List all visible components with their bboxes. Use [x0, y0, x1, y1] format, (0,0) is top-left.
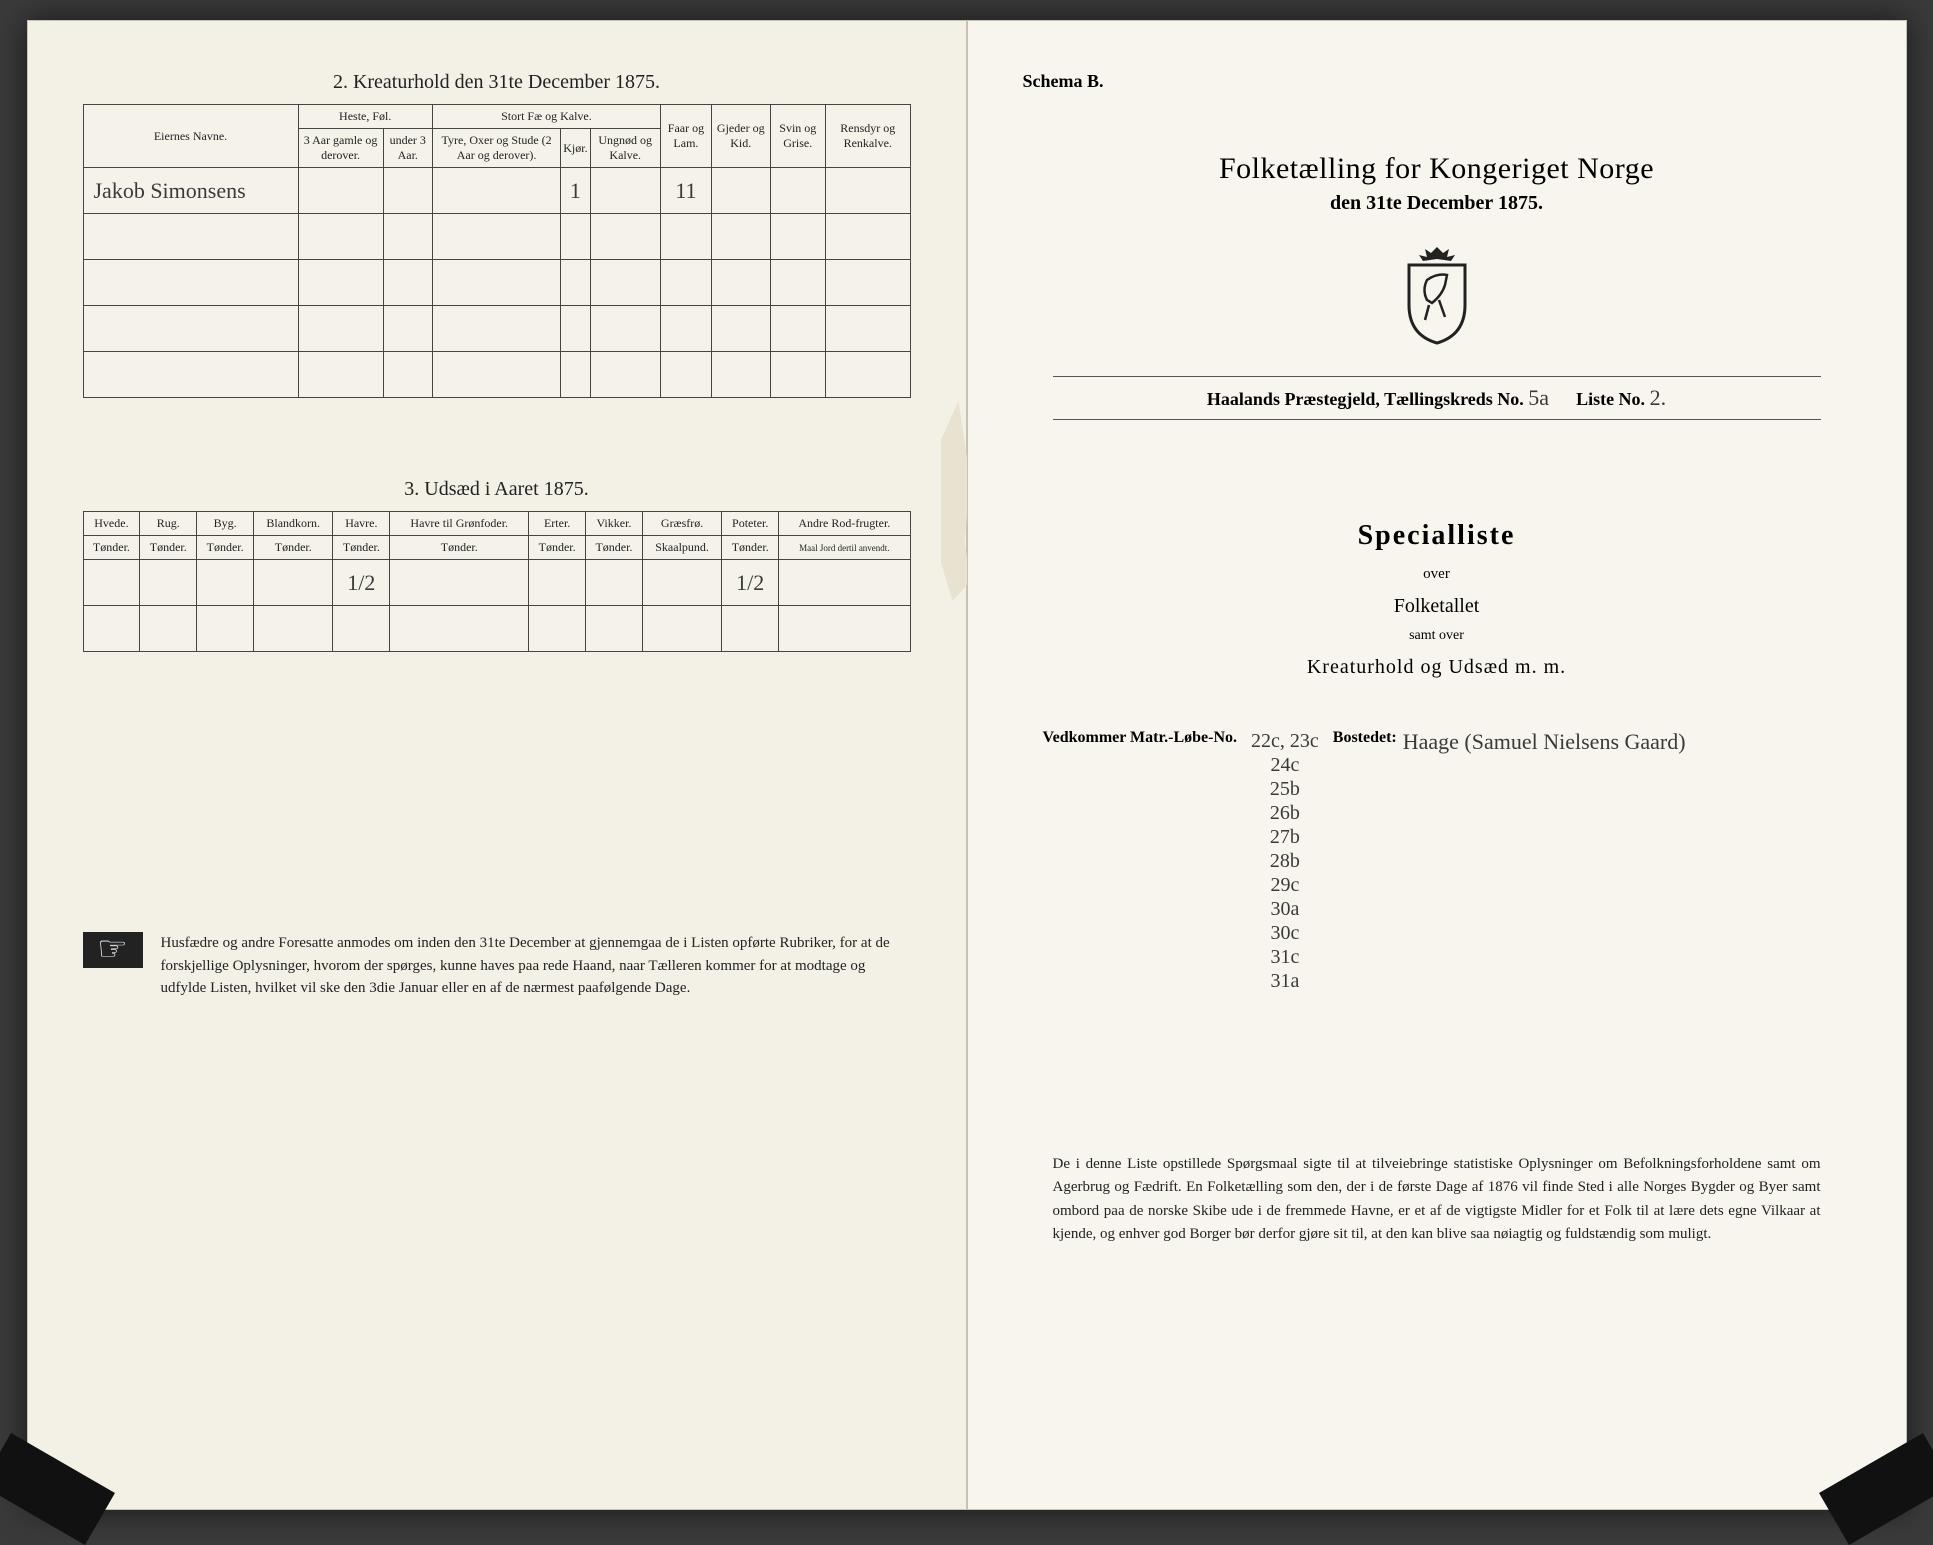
col-rug: Rug. [140, 512, 197, 536]
cell-havre: 1/2 [333, 560, 390, 606]
unit: Tønder. [722, 536, 779, 560]
coat-of-arms-icon [1023, 245, 1851, 350]
vedkommer-row: Vedkommer Matr.-Løbe-No. 22c, 23c 24c 25… [1043, 729, 1831, 993]
unit: Tønder. [333, 536, 390, 560]
table-row: 1/2 1/2 [83, 560, 910, 606]
matr-item: 24c [1251, 753, 1319, 777]
book-spread: 2. Kreaturhold den 31te December 1875. E… [27, 20, 1907, 1510]
matr-item: 25b [1251, 777, 1319, 801]
col-erter: Erter. [529, 512, 586, 536]
liste-no: 2. [1650, 385, 1667, 410]
col-storfe-2: Kjør. [561, 129, 590, 168]
unit-andre: Maal Jord dertil anvendt. [779, 536, 910, 560]
col-rens: Rensdyr og Renkalve. [826, 105, 911, 168]
vedkommer-label: Vedkommer Matr.-Løbe-No. [1043, 729, 1238, 747]
parish-label: Haalands Præstegjeld, Tællingskreds No. [1207, 389, 1524, 409]
archive-clip [0, 1433, 114, 1545]
col-hvede: Hvede. [83, 512, 140, 536]
bosted-value: Haage (Samuel Nielsens Gaard) [1403, 729, 1831, 755]
over-label: over [1023, 566, 1851, 583]
matr-numbers: 22c, 23c 24c 25b 26b 27b 28b 29c 30a 30c… [1251, 729, 1319, 993]
cell-poteter: 1/2 [722, 560, 779, 606]
col-byg: Byg. [197, 512, 254, 536]
right-page: Schema B. Folketælling for Kongeriget No… [967, 20, 1907, 1510]
matr-item: 31a [1251, 969, 1319, 993]
samt-label: samt over [1023, 628, 1851, 644]
col-owner: Eiernes Navne. [83, 105, 298, 168]
unit: Tønder. [390, 536, 529, 560]
udsaed-table: Hvede. Rug. Byg. Blandkorn. Havre. Havre… [83, 511, 911, 652]
census-date: den 31te December 1875. [1023, 192, 1851, 215]
group-heste: Heste, Føl. [298, 105, 432, 129]
pointing-hand-icon: ☞ [83, 932, 143, 968]
col-vikker: Vikker. [586, 512, 643, 536]
section2-title: 2. Kreaturhold den 31te December 1875. [83, 71, 911, 94]
liste-label: Liste No. [1576, 389, 1645, 409]
instruction-block: ☞ Husfædre og andre Foresatte anmodes om… [83, 932, 911, 1000]
kreatur-label: Kreaturhold og Udsæd m. m. [1023, 656, 1851, 679]
cell-faar: 11 [660, 168, 711, 214]
matr-item: 28b [1251, 849, 1319, 873]
kreaturhold-table: Eiernes Navne. Heste, Føl. Stort Fæ og K… [83, 104, 911, 398]
section3-title: 3. Udsæd i Aaret 1875. [83, 478, 911, 501]
group-storfe: Stort Fæ og Kalve. [432, 105, 660, 129]
col-storfe-3: Ungnød og Kalve. [590, 129, 660, 168]
unit-skaal: Skaalpund. [642, 536, 721, 560]
matr-item: 26b [1251, 801, 1319, 825]
col-andre: Andre Rod-frugter. [779, 512, 910, 536]
unit: Tønder. [197, 536, 254, 560]
col-graesfro: Græsfrø. [642, 512, 721, 536]
matr-item: 29c [1251, 873, 1319, 897]
col-havre-gron: Havre til Grønfoder. [390, 512, 529, 536]
matr-item: 30a [1251, 897, 1319, 921]
census-title: Folketælling for Kongeriget Norge [1023, 152, 1851, 186]
col-havre: Havre. [333, 512, 390, 536]
description-paragraph: De i denne Liste opstillede Spørgsmaal s… [1053, 1153, 1821, 1246]
table-row: Jakob Simonsens 1 11 [83, 168, 910, 214]
unit: Tønder. [586, 536, 643, 560]
matr-item: 27b [1251, 825, 1319, 849]
matr-item: 30c [1251, 921, 1319, 945]
bosted-label: Bostedet: [1333, 729, 1397, 747]
parish-no: 5a [1528, 385, 1549, 410]
col-svin: Svin og Grise. [770, 105, 825, 168]
col-poteter: Poteter. [722, 512, 779, 536]
col-bland: Blandkorn. [254, 512, 333, 536]
schema-label: Schema B. [1023, 71, 1851, 92]
left-page: 2. Kreaturhold den 31te December 1875. E… [27, 20, 967, 1510]
unit: Tønder. [254, 536, 333, 560]
matr-item: 31c [1251, 945, 1319, 969]
col-heste-2: under 3 Aar. [383, 129, 432, 168]
cell-owner: Jakob Simonsens [83, 168, 298, 214]
parish-line: Haalands Præstegjeld, Tællingskreds No. … [1053, 376, 1821, 420]
col-storfe-1: Tyre, Oxer og Stude (2 Aar og derover). [432, 129, 560, 168]
col-gjeder: Gjeder og Kid. [711, 105, 770, 168]
matr-first: 22c, 23c [1251, 729, 1319, 753]
unit: Tønder. [83, 536, 140, 560]
specialliste-heading: Specialliste [1023, 520, 1851, 552]
col-heste-1: 3 Aar gamle og derover. [298, 129, 383, 168]
unit: Tønder. [529, 536, 586, 560]
unit: Tønder. [140, 536, 197, 560]
archive-clip [1819, 1433, 1933, 1545]
cell-kjor: 1 [561, 168, 590, 214]
col-faar: Faar og Lam. [660, 105, 711, 168]
folketallet-label: Folketallet [1023, 595, 1851, 618]
instruction-text: Husfædre og andre Foresatte anmodes om i… [161, 932, 911, 1000]
